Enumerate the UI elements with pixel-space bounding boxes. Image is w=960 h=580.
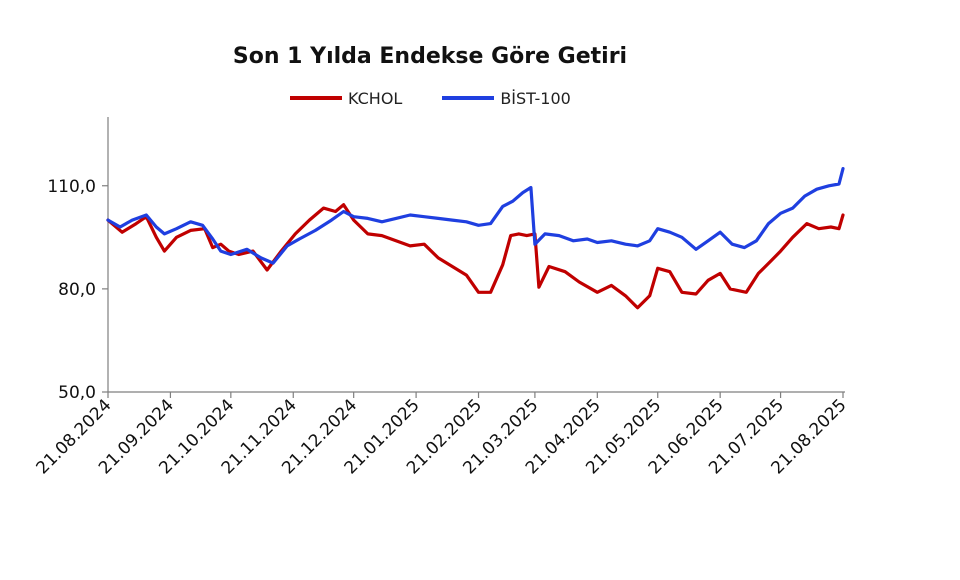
legend-swatch-kchol: [290, 96, 342, 100]
y-tick-label: 50,0: [58, 383, 96, 403]
y-tick-label: 80,0: [58, 280, 96, 300]
y-tick-label: 110,0: [47, 177, 96, 197]
legend-label-kchol: KCHOL: [348, 88, 403, 108]
series-layer: [106, 167, 845, 310]
legend-swatch-bist100: [442, 96, 495, 100]
y-axis-ticks: 50,0 80,0 110,0: [47, 177, 108, 403]
x-axis-ticks: 21.08.202421.09.202421.10.202421.11.2024…: [33, 392, 851, 478]
chart-title: Son 1 Yılda Endekse Göre Getiri: [232, 44, 628, 69]
legend-item-kchol: KCHOL: [290, 89, 402, 108]
series-line-bist100: [106, 167, 845, 265]
legend-label-bist100: BİST-100: [500, 88, 571, 108]
legend: KCHOL BİST-100: [290, 86, 611, 110]
series-line-kchol: [106, 203, 845, 310]
legend-item-bist100: BİST-100: [442, 88, 571, 108]
